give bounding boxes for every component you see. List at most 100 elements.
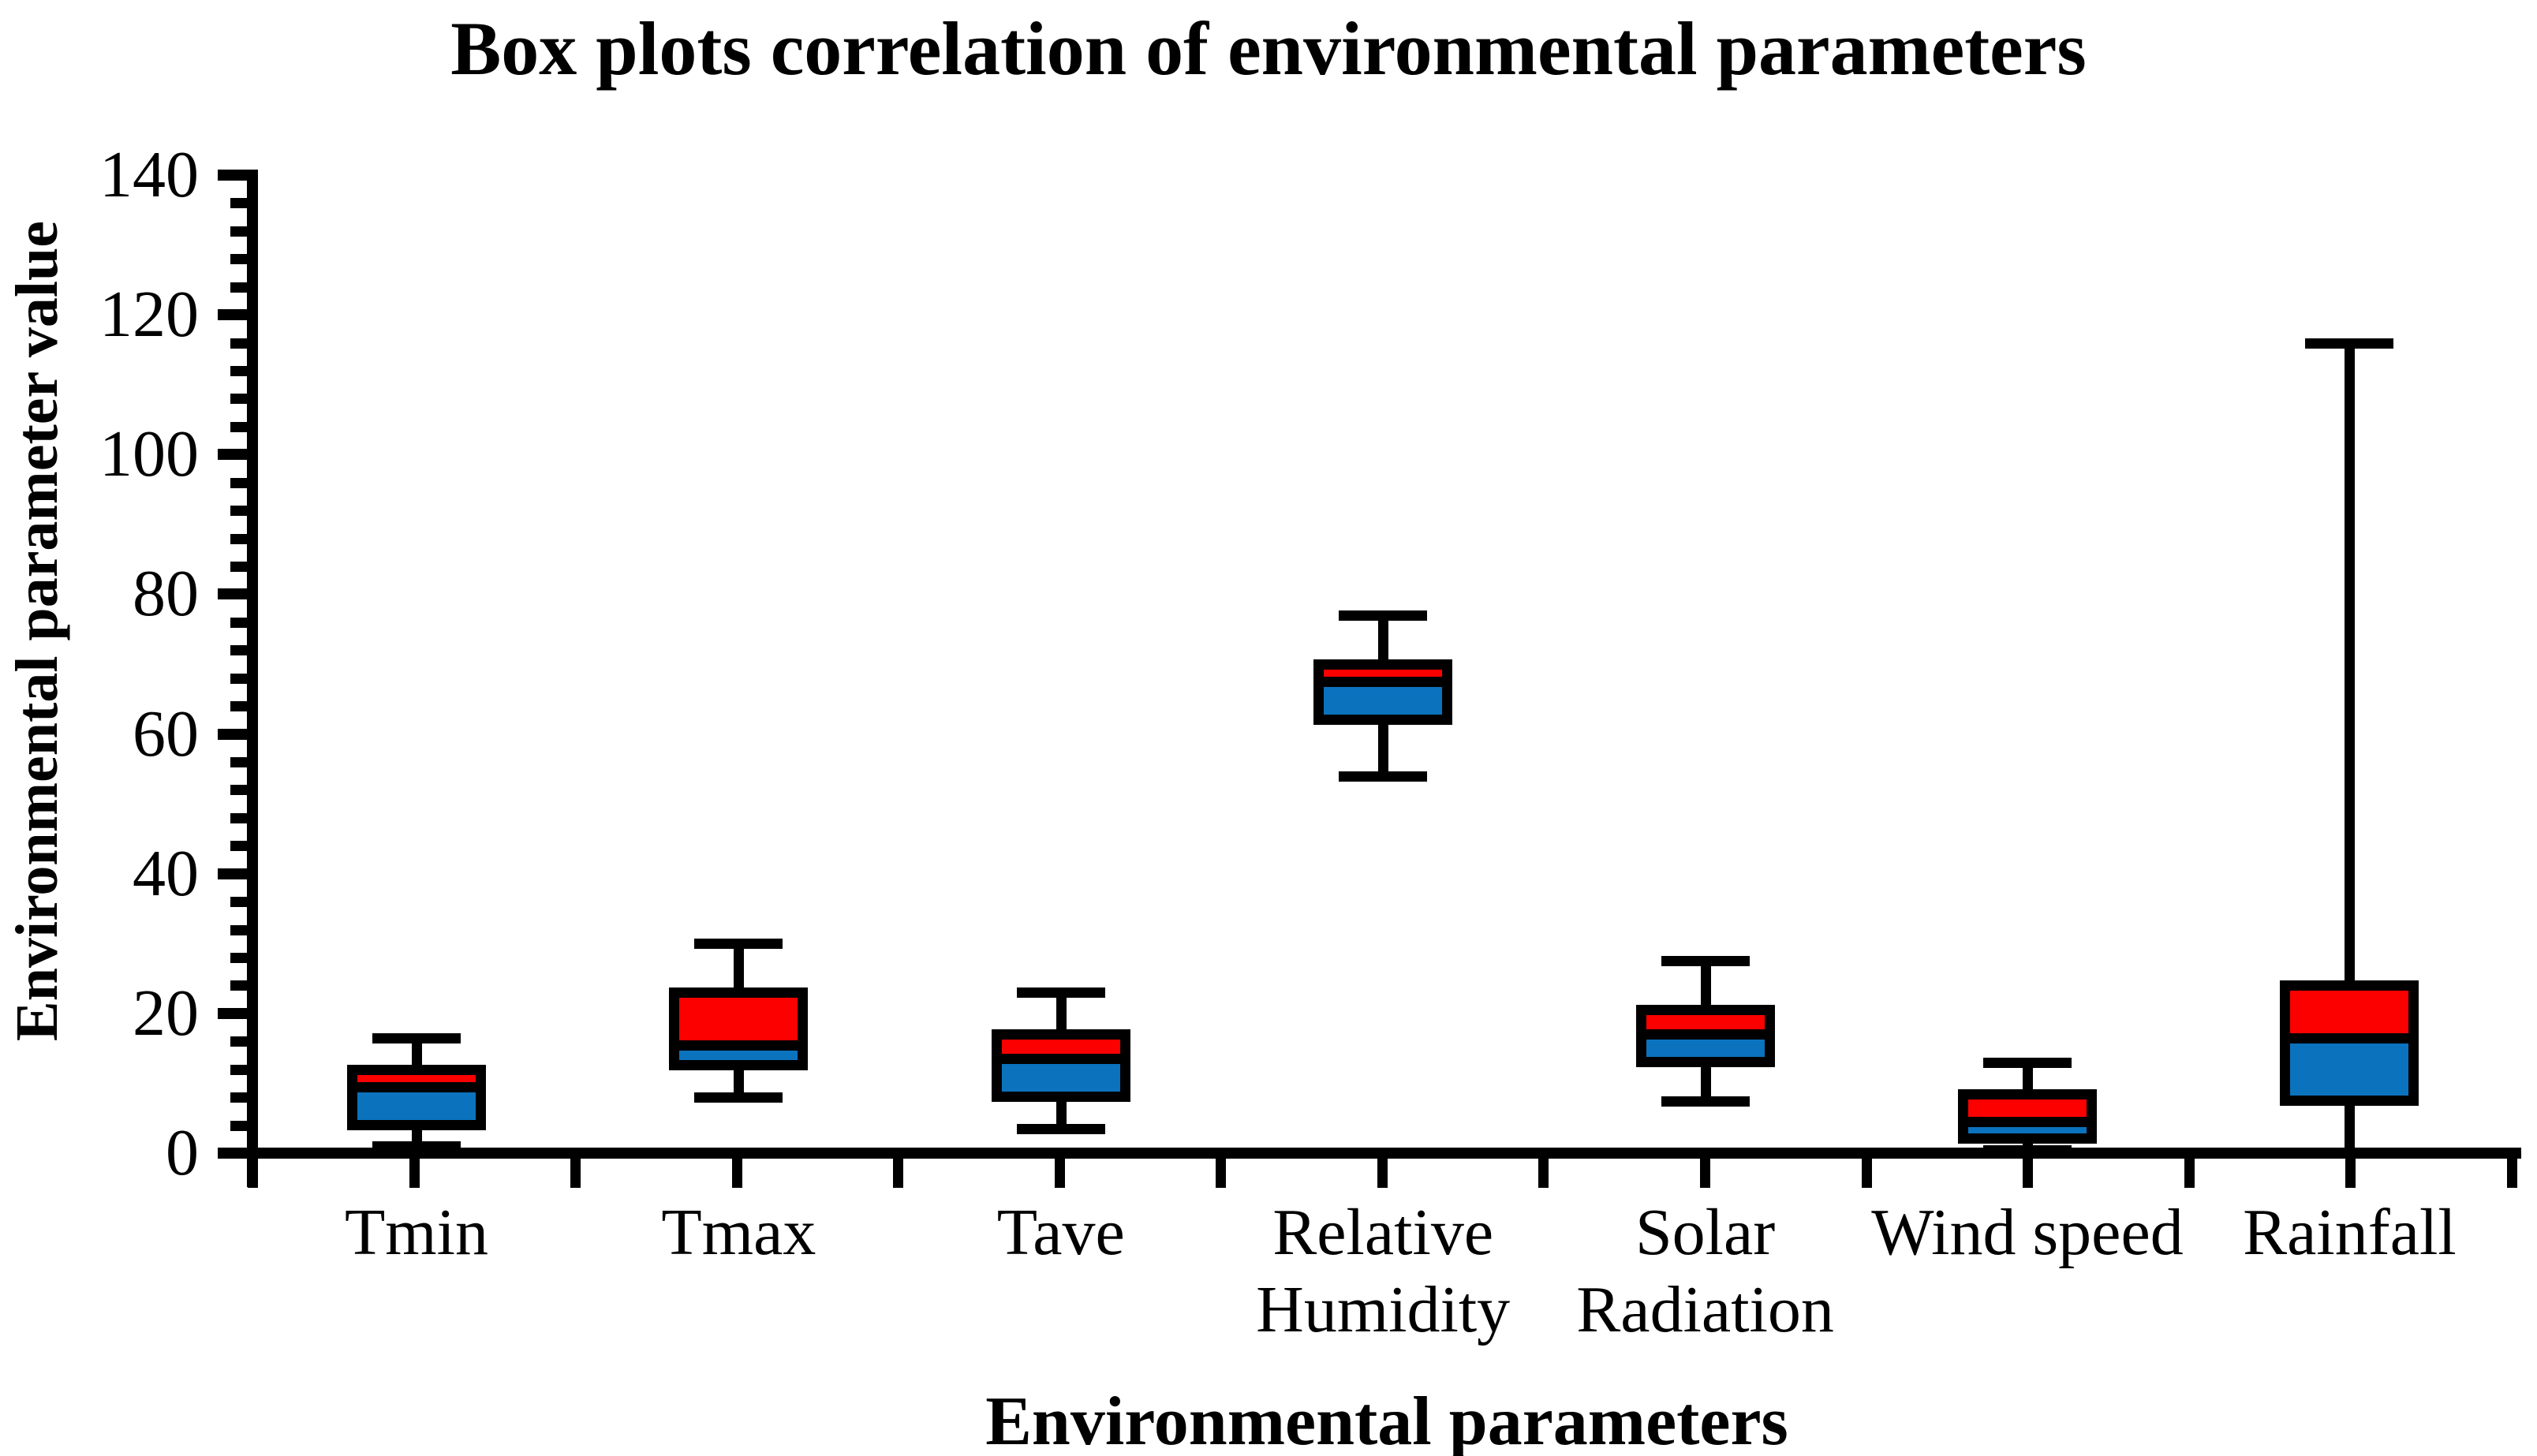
y-tick-minor bbox=[230, 812, 252, 823]
y-tick-minor bbox=[230, 757, 252, 767]
box-median-line bbox=[674, 1040, 804, 1051]
chart-title: Box plots correlation of environmental p… bbox=[450, 6, 2087, 91]
y-tick-minor bbox=[230, 1092, 252, 1103]
whisker-cap-top bbox=[1016, 987, 1105, 999]
y-tick-label: 20 bbox=[133, 976, 199, 1050]
category-label-line: Tmax bbox=[661, 1196, 816, 1269]
box-lower-blue bbox=[352, 1086, 481, 1126]
y-tick-minor bbox=[230, 617, 252, 628]
y-tick-minor bbox=[230, 673, 252, 684]
y-tick-minor bbox=[230, 924, 252, 935]
box-median-line bbox=[1318, 677, 1448, 688]
x-tick bbox=[1699, 1153, 1710, 1188]
y-tick-minor bbox=[230, 198, 252, 209]
y-tick-minor bbox=[230, 562, 252, 572]
box-lower-blue bbox=[996, 1058, 1126, 1098]
y-tick-minor bbox=[230, 701, 252, 712]
whisker-cap-bottom bbox=[1016, 1124, 1105, 1134]
x-tick bbox=[1861, 1153, 1872, 1188]
y-tick-label: 120 bbox=[99, 278, 199, 352]
x-tick bbox=[2345, 1153, 2356, 1188]
y-tick-major bbox=[218, 728, 252, 740]
whisker-cap-top bbox=[1983, 1057, 2072, 1068]
box-lower-blue bbox=[1318, 681, 1448, 720]
y-tick-major bbox=[218, 1007, 252, 1019]
category-label-line: Rainfall bbox=[2243, 1196, 2457, 1269]
y-tick-major bbox=[218, 309, 252, 321]
box-median-line bbox=[996, 1054, 1126, 1065]
box-border bbox=[2280, 980, 2419, 1106]
x-tick bbox=[2023, 1153, 2034, 1188]
category-label: Wind speed bbox=[1842, 1194, 2213, 1271]
x-tick bbox=[570, 1153, 581, 1188]
box-border bbox=[669, 987, 809, 1071]
category-label: Tave bbox=[876, 1194, 1246, 1271]
y-tick-minor bbox=[230, 338, 252, 349]
category-label-line: Tmin bbox=[345, 1196, 488, 1269]
whisker-cap-bottom bbox=[372, 1141, 461, 1152]
whisker-cap-bottom bbox=[1661, 1096, 1750, 1107]
category-label: Tmax bbox=[553, 1194, 924, 1271]
box-median-line bbox=[352, 1081, 481, 1092]
x-tick bbox=[1377, 1153, 1388, 1188]
box-border bbox=[1313, 659, 1453, 725]
category-label: Rainfall bbox=[2164, 1194, 2535, 1271]
y-tick-major bbox=[218, 170, 252, 181]
category-label-line: Humidity bbox=[1256, 1273, 1511, 1346]
y-tick-minor bbox=[230, 785, 252, 796]
y-tick-minor bbox=[230, 953, 252, 963]
box-median-line bbox=[1640, 1029, 1770, 1040]
category-label-line: Radiation bbox=[1576, 1273, 1834, 1346]
y-tick-major bbox=[218, 588, 252, 600]
box-border bbox=[991, 1029, 1130, 1103]
x-tick bbox=[2184, 1153, 2195, 1188]
x-tick bbox=[248, 1153, 258, 1188]
y-tick-label: 60 bbox=[133, 696, 199, 771]
category-label-line: Tave bbox=[996, 1196, 1125, 1269]
category-label-line: Wind speed bbox=[1871, 1196, 2184, 1269]
x-tick bbox=[2506, 1153, 2517, 1188]
x-tick bbox=[731, 1153, 742, 1188]
whisker-cap-bottom bbox=[1983, 1144, 2072, 1155]
x-tick bbox=[893, 1153, 904, 1188]
y-tick-minor bbox=[230, 477, 252, 488]
whisker-cap-top bbox=[1661, 956, 1750, 967]
box-border bbox=[347, 1064, 486, 1130]
y-tick-minor bbox=[230, 394, 252, 405]
whisker-cap-top bbox=[694, 939, 783, 950]
y-tick-label: 140 bbox=[99, 138, 199, 211]
category-label-line: Relative bbox=[1272, 1196, 1494, 1269]
box-upper-red bbox=[2285, 985, 2415, 1038]
y-tick-minor bbox=[230, 254, 252, 265]
y-tick-major bbox=[218, 868, 252, 879]
y-tick-minor bbox=[230, 533, 252, 544]
y-tick-label: 100 bbox=[99, 417, 199, 491]
category-label: Tmin bbox=[231, 1194, 602, 1271]
x-tick bbox=[1216, 1153, 1227, 1188]
box-upper-red bbox=[674, 992, 804, 1045]
y-tick-minor bbox=[230, 282, 252, 293]
y-tick-label: 40 bbox=[133, 836, 199, 910]
y-tick-major bbox=[218, 449, 252, 461]
y-tick-minor bbox=[230, 841, 252, 852]
y-tick-label: 0 bbox=[166, 1116, 199, 1189]
y-tick-minor bbox=[230, 506, 252, 517]
category-label: Solar Radiation bbox=[1520, 1194, 1891, 1349]
y-tick-minor bbox=[230, 1064, 252, 1075]
y-tick-minor bbox=[230, 226, 252, 237]
y-tick-minor bbox=[230, 366, 252, 376]
y-tick-minor bbox=[230, 1120, 252, 1131]
y-tick-major bbox=[218, 1148, 252, 1159]
x-tick bbox=[409, 1153, 420, 1188]
box-median-line bbox=[2285, 1032, 2415, 1043]
whisker-cap-top bbox=[1339, 610, 1428, 621]
box-median-line bbox=[1963, 1117, 2092, 1128]
whisker-cap-top bbox=[2305, 338, 2394, 349]
whisker-cap-bottom bbox=[694, 1092, 783, 1103]
category-label: Relative Humidity bbox=[1198, 1194, 1568, 1349]
x-tick bbox=[1538, 1153, 1549, 1188]
y-tick-minor bbox=[230, 645, 252, 656]
whisker-cap-top bbox=[372, 1032, 461, 1043]
y-tick-minor bbox=[230, 421, 252, 432]
